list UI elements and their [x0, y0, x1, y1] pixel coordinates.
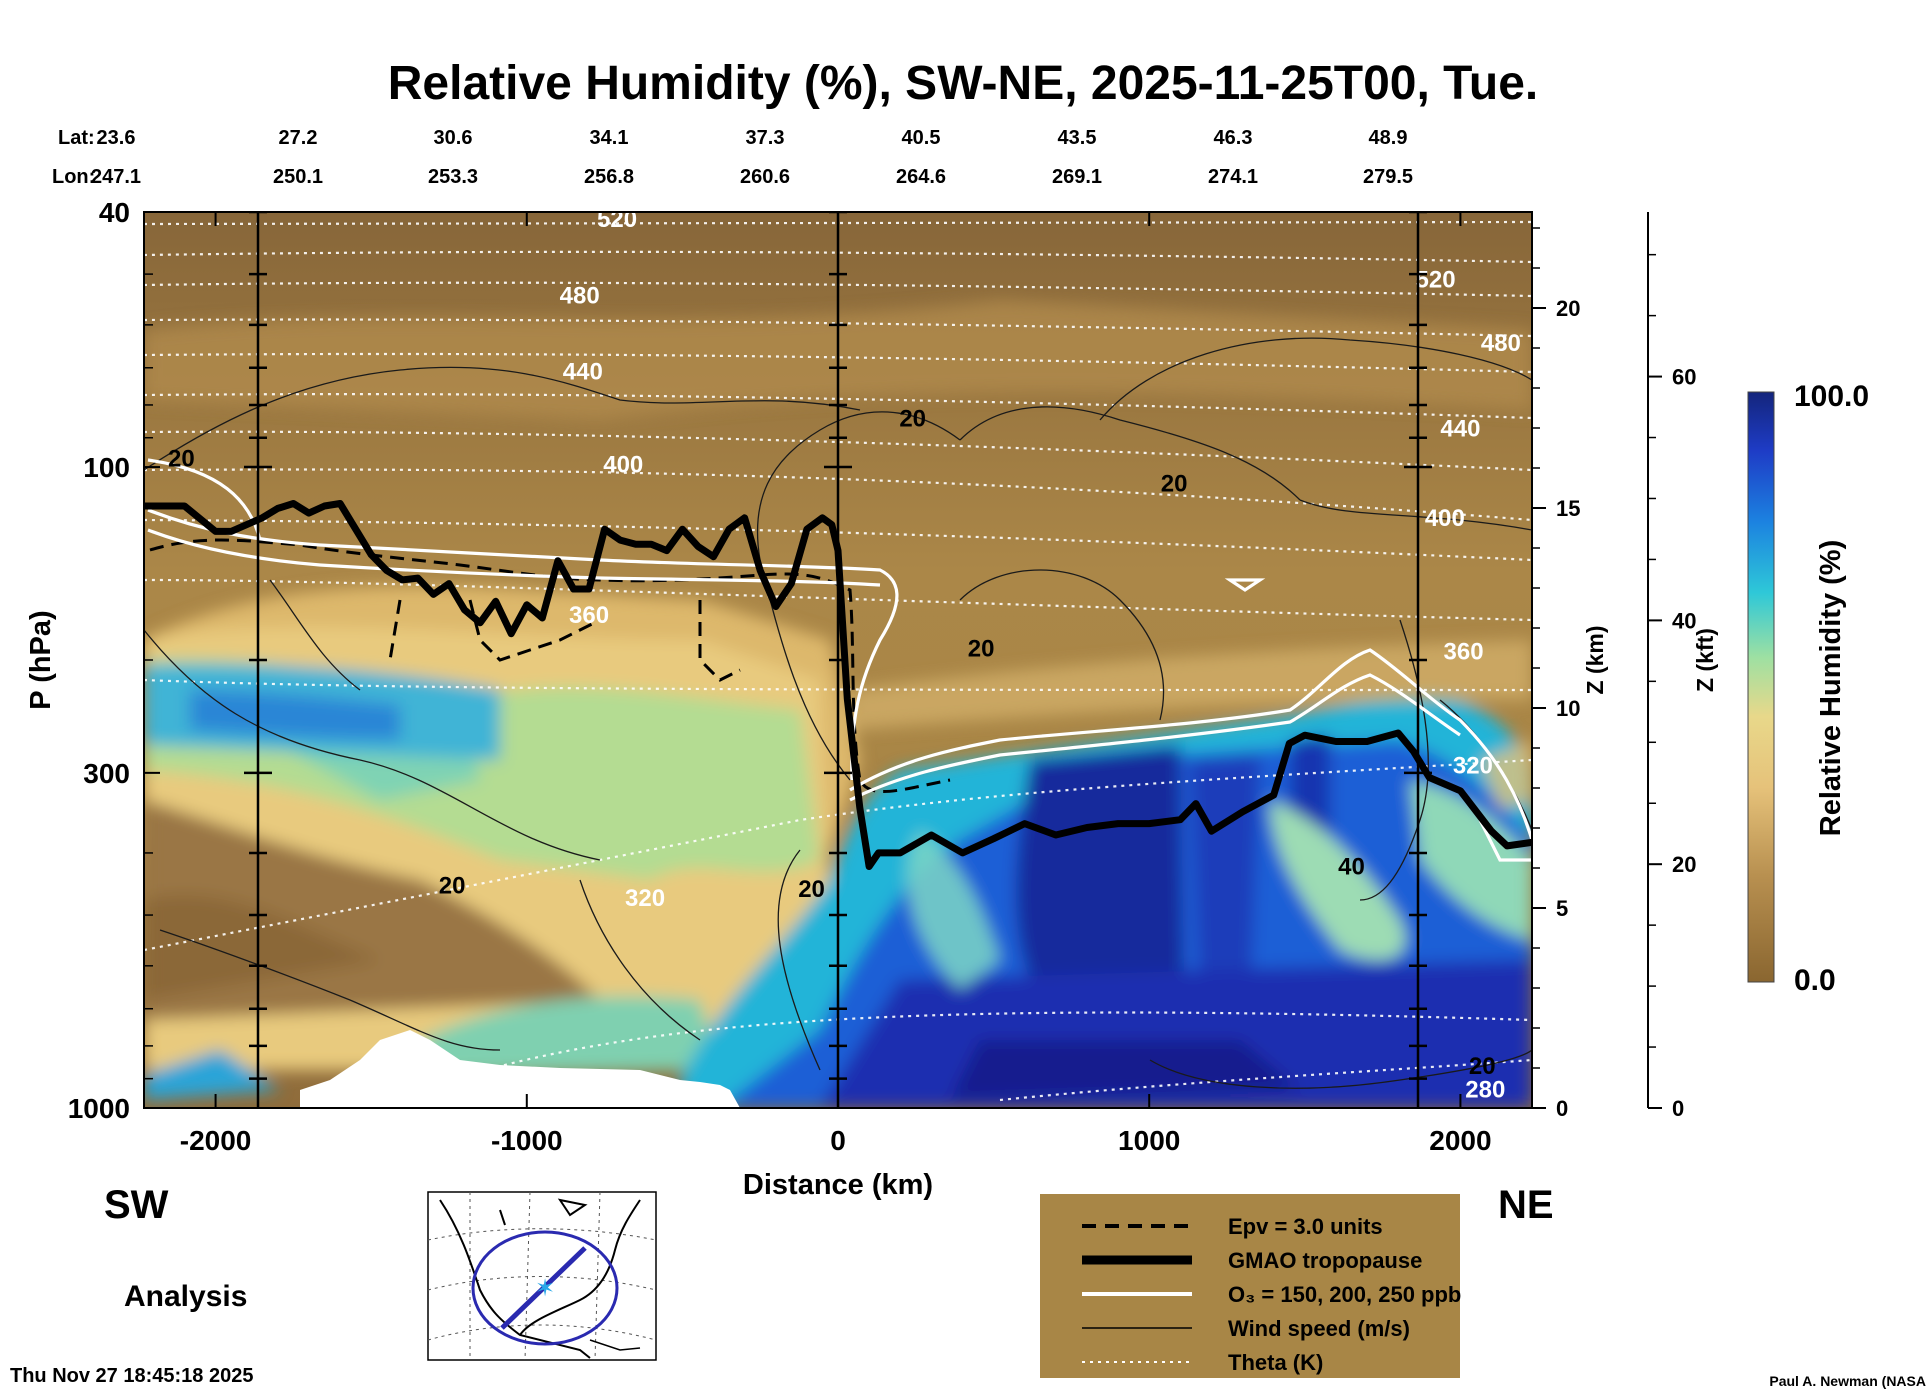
legend-item-epv: Epv = 3.0 units [1228, 1214, 1383, 1239]
wind-speed-label: 20 [439, 873, 466, 900]
lat-value: 46.3 [1214, 127, 1253, 149]
lon-values: 247.1 250.1 253.3 256.8 260.6 264.6 269.1 274.1… [91, 166, 1413, 188]
x-tick-label: -1000 [491, 1125, 563, 1156]
theta-label: 440 [1440, 415, 1480, 442]
x-tick-label: 2000 [1429, 1125, 1491, 1156]
theta-label: 520 [597, 206, 637, 233]
lat-value: 34.1 [590, 127, 629, 149]
theta-label: 360 [569, 602, 609, 629]
x-tick-label: 1000 [1118, 1125, 1180, 1156]
z-kft-tick-label: 60 [1672, 365, 1696, 390]
z-km-axis: 0 5 10 15 20 [1532, 227, 1580, 1121]
lon-value: 269.1 [1052, 166, 1102, 188]
z-km-tick-label: 5 [1556, 896, 1568, 921]
lon-value: 260.6 [740, 166, 790, 188]
x-tick-label: 0 [830, 1125, 846, 1156]
x-tick-label: -2000 [180, 1125, 252, 1156]
theta-label: 280 [1465, 1076, 1505, 1103]
lon-value: 279.5 [1363, 166, 1413, 188]
lat-label: Lat: [58, 127, 95, 149]
theta-label: 360 [1444, 639, 1484, 666]
y-axis-ticks: 40 100 300 1000 [68, 197, 160, 1124]
theta-label: 440 [563, 359, 603, 386]
lat-value: 40.5 [902, 127, 941, 149]
theta-label: 480 [1481, 330, 1521, 357]
y-tick-label: 40 [99, 197, 130, 228]
lon-value: 253.3 [428, 166, 478, 188]
wind-speed-label: 20 [899, 406, 926, 433]
colorbar [1747, 391, 1775, 983]
theta-label: 320 [1453, 752, 1493, 779]
z-km-tick-label: 10 [1556, 696, 1580, 721]
z-kft-tick-label: 20 [1672, 852, 1696, 877]
lon-value: 247.1 [91, 166, 141, 188]
colorbar-max: 100.0 [1794, 380, 1869, 413]
lon-value: 256.8 [584, 166, 634, 188]
tropopause-line [144, 500, 1532, 870]
z-km-tick-label: 15 [1556, 496, 1580, 521]
y-axis-label: P (hPa) [25, 610, 57, 709]
lon-value: 250.1 [273, 166, 323, 188]
wind-speed-label: 20 [1161, 470, 1188, 497]
lat-value: 37.3 [746, 127, 785, 149]
lon-label: Lon: [52, 166, 95, 188]
lat-value: 48.9 [1369, 127, 1408, 149]
legend: Epv = 3.0 units GMAO tropopause O₃ = 150… [1040, 1194, 1461, 1378]
theta-label: 520 [1416, 267, 1456, 294]
z-km-axis-label: Z (km) [1582, 626, 1608, 695]
plot-area: 520480440400360320520480440400360320280 … [144, 206, 1532, 1108]
lat-value: 27.2 [279, 127, 318, 149]
sw-label: SW [104, 1183, 169, 1227]
y-tick-label: 100 [83, 452, 130, 483]
z-kft-tick-label: 0 [1672, 1096, 1684, 1121]
y-tick-label: 300 [83, 758, 130, 789]
lat-value: 43.5 [1058, 127, 1097, 149]
x-axis-label: Distance (km) [743, 1169, 933, 1201]
legend-item-theta: Theta (K) [1228, 1350, 1323, 1375]
theta-labels: 520 480 440 400 360 320 520 480 440 400 360 320 280 [560, 206, 1521, 1103]
z-kft-axis-label: Z (kft) [1692, 628, 1718, 692]
theta-label: 320 [625, 885, 665, 912]
colorbar-label: Relative Humidity (%) [1815, 540, 1847, 837]
theta-label: 480 [560, 283, 600, 310]
terrain-mask [300, 1030, 740, 1108]
theta-label: 400 [603, 451, 643, 478]
z-kft-axis: 0 20 40 60 [1647, 212, 1696, 1121]
lat-value: 30.6 [434, 127, 473, 149]
timestamp: Thu Nov 27 18:45:18 2025 [10, 1365, 253, 1387]
z-km-tick-label: 20 [1556, 296, 1580, 321]
lon-value: 264.6 [896, 166, 946, 188]
ne-label: NE [1498, 1183, 1554, 1227]
wind-speed-label: 20 [798, 876, 825, 903]
analysis-label: Analysis [124, 1280, 247, 1313]
credit: Paul A. Newman (NASA [1769, 1373, 1926, 1389]
y-tick-label: 1000 [68, 1093, 130, 1124]
wind-speed-label: 40 [1338, 854, 1365, 881]
colorbar-min: 0.0 [1794, 964, 1836, 997]
chart-title: Relative Humidity (%), SW-NE, 2025-11-25… [388, 57, 1539, 110]
theta-label: 400 [1425, 505, 1465, 532]
x-axis-ticks: -2000 -1000 0 1000 2000 [180, 212, 1492, 1156]
z-kft-tick-label: 40 [1672, 608, 1696, 633]
theta-lines [144, 220, 1532, 1102]
z-km-tick-label: 0 [1556, 1096, 1568, 1121]
humidity-field [144, 300, 1532, 1108]
svg-text:✶: ✶ [535, 1275, 555, 1302]
ozone-contours [147, 458, 1532, 862]
wind-speed-label: 20 [968, 636, 995, 663]
legend-item-ozone: O₃ = 150, 200, 250 ppb [1228, 1282, 1461, 1307]
lat-value: 23.6 [97, 127, 136, 149]
legend-item-wind-speed: Wind speed (m/s) [1228, 1316, 1410, 1341]
inset-map: ✶ [427, 1191, 657, 1361]
wind-speed-labels: 20 20 20 20 20 20 40 20 [168, 406, 1496, 1080]
lon-value: 274.1 [1208, 166, 1258, 188]
legend-item-tropopause: GMAO tropopause [1228, 1248, 1422, 1273]
lat-values: 23.6 27.2 30.6 34.1 37.3 40.5 43.5 46.3 48.9 [97, 127, 1408, 149]
wind-speed-label: 20 [1469, 1053, 1496, 1080]
wind-speed-label: 20 [168, 446, 195, 473]
